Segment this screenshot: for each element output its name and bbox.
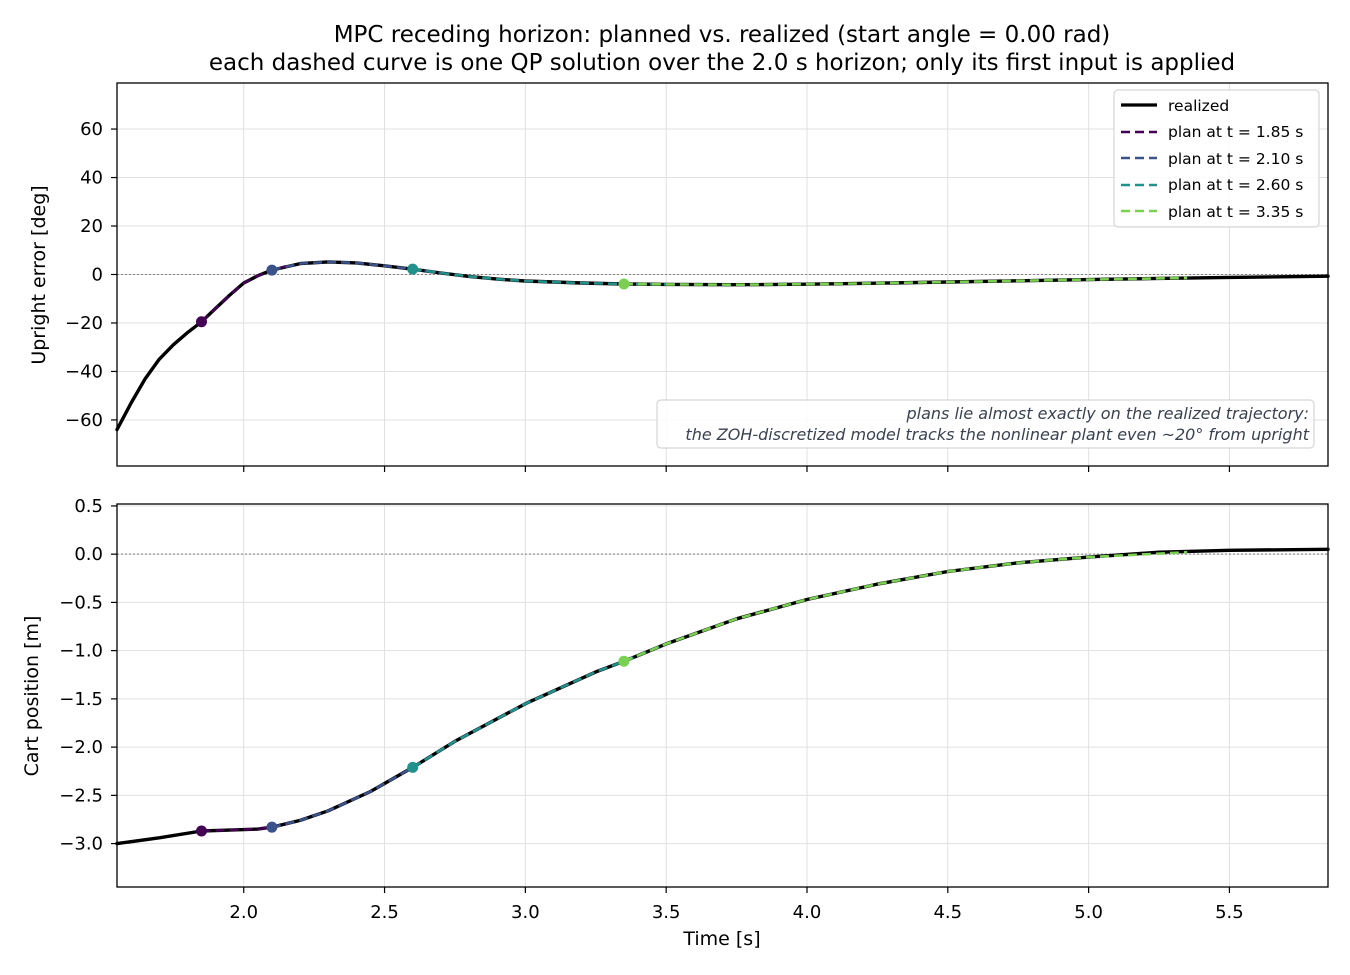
cart-position-plan-start-marker <box>195 825 207 837</box>
x-tick-label-4-0: 4.0 <box>793 902 822 923</box>
annotation-frame <box>656 399 1315 449</box>
upright-error-ticks: −60 −40 −20 0 20 40 60 <box>65 119 1231 472</box>
annotation-line2: the ZOH-discretized model tracks the non… <box>685 425 1309 444</box>
annotation-line1: plans lie almost exactly on the realized… <box>906 404 1310 423</box>
cart-position-y-tick-label-minus-1-5: −1.5 <box>59 689 103 710</box>
upright-error-plot-area <box>115 260 1330 432</box>
upright-error-plan-start-marker <box>407 263 419 275</box>
cart-position-y-tick-label-0-0: 0.0 <box>74 544 103 565</box>
x-tick-label-2-0: 2.0 <box>229 902 258 923</box>
cart-position-panel: 2.0 2.5 3.0 3.5 4.0 4.5 5.0 5.5 0.5 0.0 −0.5 −1.0 −1… <box>21 496 1330 950</box>
cart-position-y-tick-label-minus-2-0: −2.0 <box>59 737 103 758</box>
upright-error-y-tick-label-minus-40: −40 <box>65 361 103 382</box>
legend-label-plan-2-60: plan at t = 2.60 s <box>1168 176 1303 194</box>
x-tick-label-5-5: 5.5 <box>1215 902 1244 923</box>
upright-error-plan-start-marker <box>195 316 207 328</box>
legend-frame <box>1113 89 1320 228</box>
cart-position-y-tick-label-minus-3-0: −3.0 <box>59 834 103 855</box>
upright-error-plan-at-t-2-60-s-line <box>412 267 667 286</box>
upright-error-y-tick-label-60: 60 <box>80 119 103 140</box>
x-tick-label-4-5: 4.5 <box>933 902 962 923</box>
cart-position-y-tick-label-minus-2-5: −2.5 <box>59 785 103 806</box>
cart-position-plan-start-marker <box>618 655 630 667</box>
upright-error-plan-start-marker <box>618 278 630 290</box>
upright-error-y-axis-label: Upright error [deg] <box>28 185 50 364</box>
upright-error-y-tick-label-20: 20 <box>80 216 103 237</box>
cart-position-plan-at-t-3-35-s-line <box>623 550 1188 663</box>
cart-position-grid <box>117 504 1328 887</box>
cart-position-y-axis-label: Cart position [m] <box>21 616 43 777</box>
legend: realized plan at t = 1.85 s plan at t = … <box>1113 89 1320 228</box>
cart-position-plot-area <box>115 547 1330 846</box>
cart-position-plan-start-marker <box>266 821 278 833</box>
x-tick-label-3-0: 3.0 <box>511 902 540 923</box>
cart-position-y-tick-label-0-5: 0.5 <box>74 496 103 517</box>
cart-position-y-tick-label-minus-0-5: −0.5 <box>59 592 103 613</box>
x-tick-label-5-0: 5.0 <box>1074 902 1103 923</box>
upright-error-y-tick-label-minus-60: −60 <box>65 410 103 431</box>
legend-label-plan-3-35: plan at t = 3.35 s <box>1168 203 1303 221</box>
cart-position-ticks: 2.0 2.5 3.0 3.5 4.0 4.5 5.0 5.5 0.5 0.0 −0.5 −1.0 −1… <box>59 496 1243 923</box>
legend-label-plan-2-10: plan at t = 2.10 s <box>1168 150 1303 168</box>
legend-label-plan-1-85: plan at t = 1.85 s <box>1168 123 1303 141</box>
cart-position-plan-start-marker <box>407 761 419 773</box>
chart-title-line1: MPC receding horizon: planned vs. realiz… <box>334 22 1111 48</box>
upright-error-y-tick-label-40: 40 <box>80 168 103 189</box>
upright-error-y-tick-label-minus-20: −20 <box>65 313 103 334</box>
upright-error-plan-at-t-3-35-s-line <box>623 276 1188 287</box>
chart-title-line2: each dashed curve is one QP solution ove… <box>209 50 1235 76</box>
legend-label-realized: realized <box>1168 97 1229 115</box>
annotation-box: plans lie almost exactly on the realized… <box>656 399 1315 449</box>
x-tick-label-3-5: 3.5 <box>652 902 681 923</box>
x-tick-label-2-5: 2.5 <box>370 902 399 923</box>
cart-position-y-tick-label-minus-1-0: −1.0 <box>59 641 103 662</box>
x-axis-label: Time [s] <box>682 928 760 950</box>
upright-error-panel: −60 −40 −20 0 20 40 60 Upright error [deg] pla… <box>28 82 1330 472</box>
upright-error-plan-start-marker <box>266 264 278 276</box>
cart-position-axes-frame <box>116 503 1329 888</box>
upright-error-y-tick-label-0: 0 <box>92 265 103 286</box>
